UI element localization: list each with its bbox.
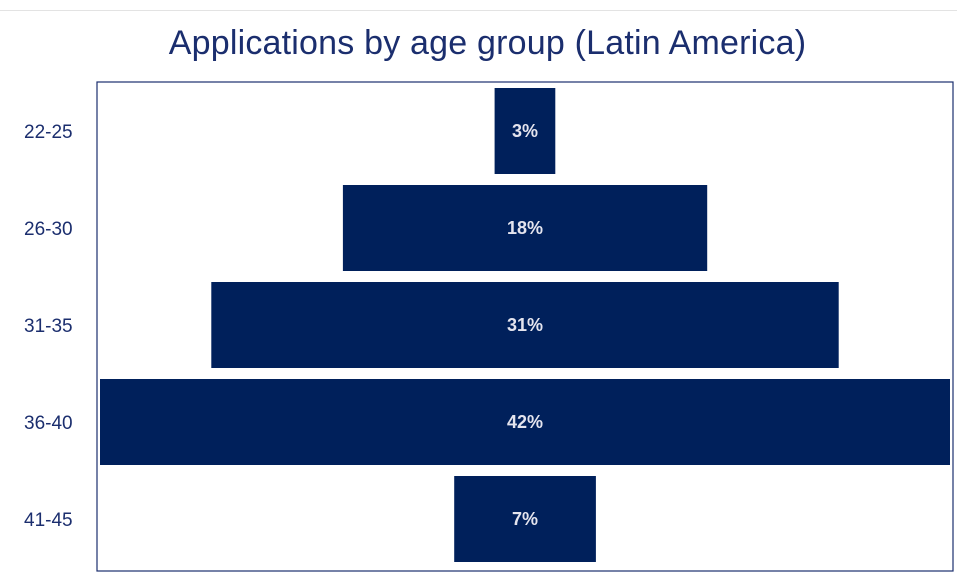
bar-41-45 xyxy=(454,476,596,562)
category-labels-group: 22-25 26-30 31-35 36-40 41-45 xyxy=(24,122,73,531)
data-label-41-45: 7% xyxy=(512,509,538,529)
bar-31-35 xyxy=(211,282,839,368)
data-labels-group: 3% 18% 31% 42% 7% xyxy=(507,121,543,529)
bar-22-25 xyxy=(494,88,556,174)
bar-26-30 xyxy=(342,185,708,271)
category-label-26-30: 26-30 xyxy=(24,219,73,240)
bars-group xyxy=(100,88,950,562)
chart-title: Applications by age group (Latin America… xyxy=(168,24,807,62)
data-label-22-25: 3% xyxy=(512,121,538,141)
category-label-41-45: 41-45 xyxy=(24,510,73,531)
data-label-26-30: 18% xyxy=(507,218,543,238)
category-label-36-40: 36-40 xyxy=(24,413,73,434)
category-label-31-35: 31-35 xyxy=(24,316,73,337)
top-divider xyxy=(0,10,957,11)
category-label-22-25: 22-25 xyxy=(24,122,73,143)
data-label-31-35: 31% xyxy=(507,315,543,335)
bar-36-40 xyxy=(100,379,950,465)
data-label-36-40: 42% xyxy=(507,412,543,432)
